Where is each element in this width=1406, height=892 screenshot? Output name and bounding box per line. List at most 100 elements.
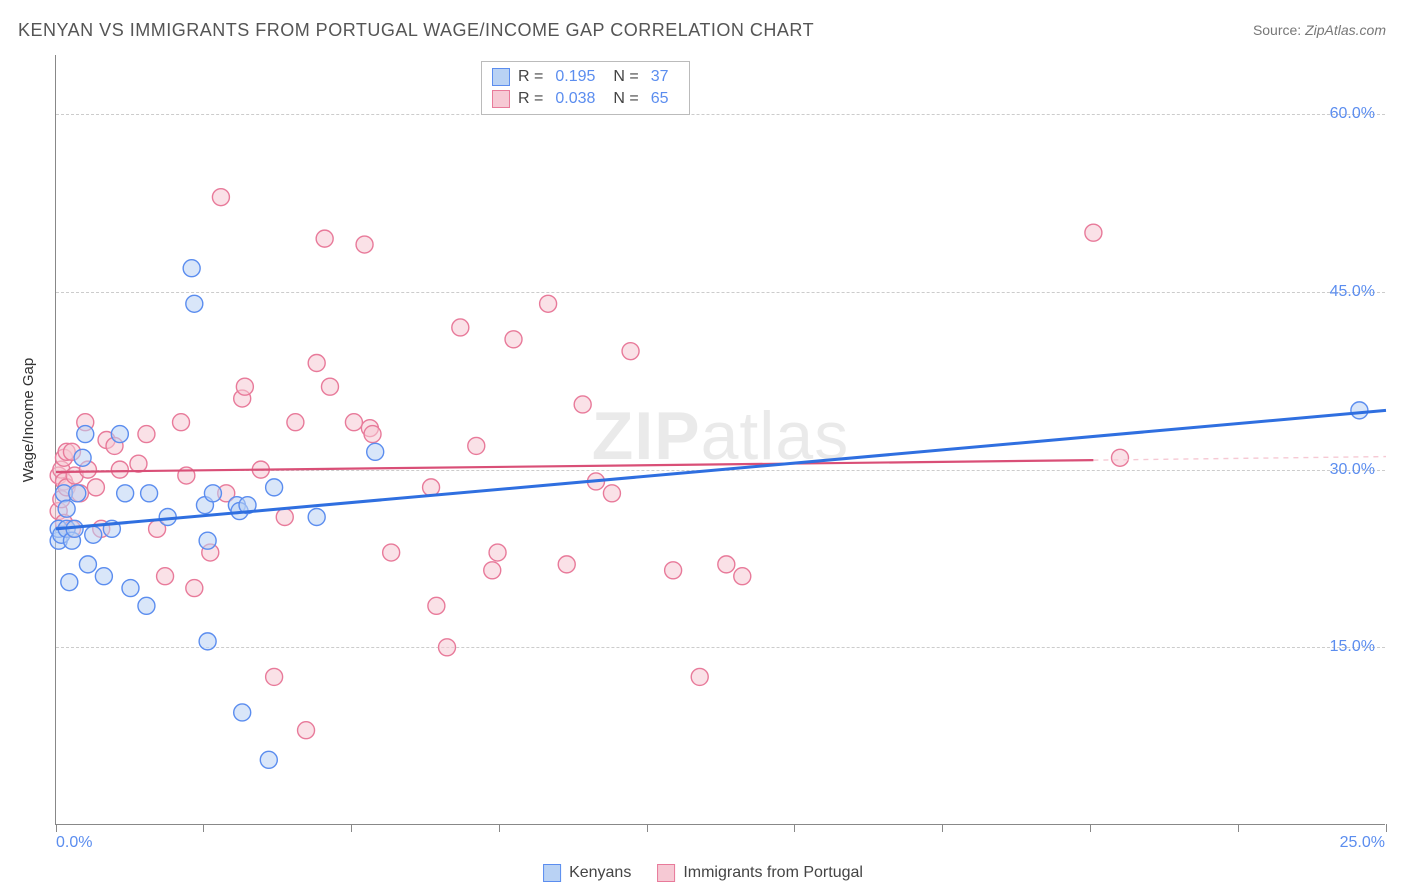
data-point [505,331,522,348]
series-portugal [50,189,1128,739]
data-point [85,526,102,543]
data-point [266,479,283,496]
data-point [199,532,216,549]
data-point [364,426,381,443]
trend-line [56,460,1093,472]
x-tick [499,824,500,832]
data-point [383,544,400,561]
data-point [111,461,128,478]
data-point [186,295,203,312]
r-value-2: 0.038 [555,90,595,108]
data-point [183,260,200,277]
data-point [111,426,128,443]
n-label: N = [613,90,638,108]
source-attribution: Source: ZipAtlas.com [1253,22,1386,38]
x-tick [56,824,57,832]
legend-item-portugal: Immigrants from Portugal [657,864,863,882]
swatch-kenyans [492,68,510,86]
data-point [212,189,229,206]
data-point [199,633,216,650]
data-point [95,568,112,585]
legend-item-kenyans: Kenyans [543,864,631,882]
chart-container: KENYAN VS IMMIGRANTS FROM PORTUGAL WAGE/… [0,0,1406,892]
data-point [428,597,445,614]
series-kenyans [50,260,1368,769]
data-point [622,343,639,360]
data-point [308,355,325,372]
n-value-1: 37 [651,68,669,86]
data-point [61,574,78,591]
source-value: ZipAtlas.com [1305,22,1386,38]
data-point [321,378,338,395]
data-point [130,455,147,472]
data-point [1085,224,1102,241]
data-point [298,722,315,739]
data-point [266,668,283,685]
data-point [734,568,751,585]
data-point [452,319,469,336]
data-point [276,509,293,526]
bottom-legend: Kenyans Immigrants from Portugal [543,864,863,882]
stats-row-2: R = 0.038 N = 65 [492,88,679,110]
data-point [58,500,75,517]
data-point [287,414,304,431]
x-axis-max-label: 25.0% [1340,834,1385,852]
data-point [236,378,253,395]
r-label: R = [518,90,543,108]
swatch-portugal [492,90,510,108]
data-point [1112,449,1129,466]
data-point [122,580,139,597]
data-point [574,396,591,413]
data-point [718,556,735,573]
n-label: N = [613,68,638,86]
r-value-1: 0.195 [555,68,595,86]
swatch-portugal [657,864,675,882]
stats-legend: R = 0.195 N = 37 R = 0.038 N = 65 [481,61,690,115]
trend-line [1093,457,1386,461]
scatter-svg [56,55,1385,824]
data-point [367,443,384,460]
r-label: R = [518,68,543,86]
data-point [141,485,158,502]
data-point [484,562,501,579]
data-point [308,509,325,526]
data-point [173,414,190,431]
data-point [345,414,362,431]
x-tick [942,824,943,832]
data-point [234,704,251,721]
data-point [468,437,485,454]
x-tick [1386,824,1387,832]
x-tick [794,824,795,832]
x-tick [203,824,204,832]
data-point [74,449,91,466]
data-point [665,562,682,579]
data-point [87,479,104,496]
data-point [186,580,203,597]
source-label: Source: [1253,22,1301,38]
x-tick [1238,824,1239,832]
n-value-2: 65 [651,90,669,108]
x-tick [647,824,648,832]
x-axis-min-label: 0.0% [56,834,92,852]
data-point [204,485,221,502]
data-point [117,485,134,502]
plot-area: ZIPatlas 15.0%30.0%45.0%60.0% R = 0.195 … [55,55,1385,825]
x-tick [1090,824,1091,832]
data-point [558,556,575,573]
data-point [138,597,155,614]
legend-label-kenyans: Kenyans [569,864,631,882]
data-point [316,230,333,247]
data-point [157,568,174,585]
chart-title: KENYAN VS IMMIGRANTS FROM PORTUGAL WAGE/… [18,20,814,41]
data-point [423,479,440,496]
swatch-kenyans [543,864,561,882]
y-axis-title: Wage/Income Gap [20,358,37,483]
data-point [489,544,506,561]
data-point [540,295,557,312]
data-point [439,639,456,656]
data-point [603,485,620,502]
data-point [138,426,155,443]
data-point [79,556,96,573]
data-point [260,751,277,768]
data-point [69,485,86,502]
